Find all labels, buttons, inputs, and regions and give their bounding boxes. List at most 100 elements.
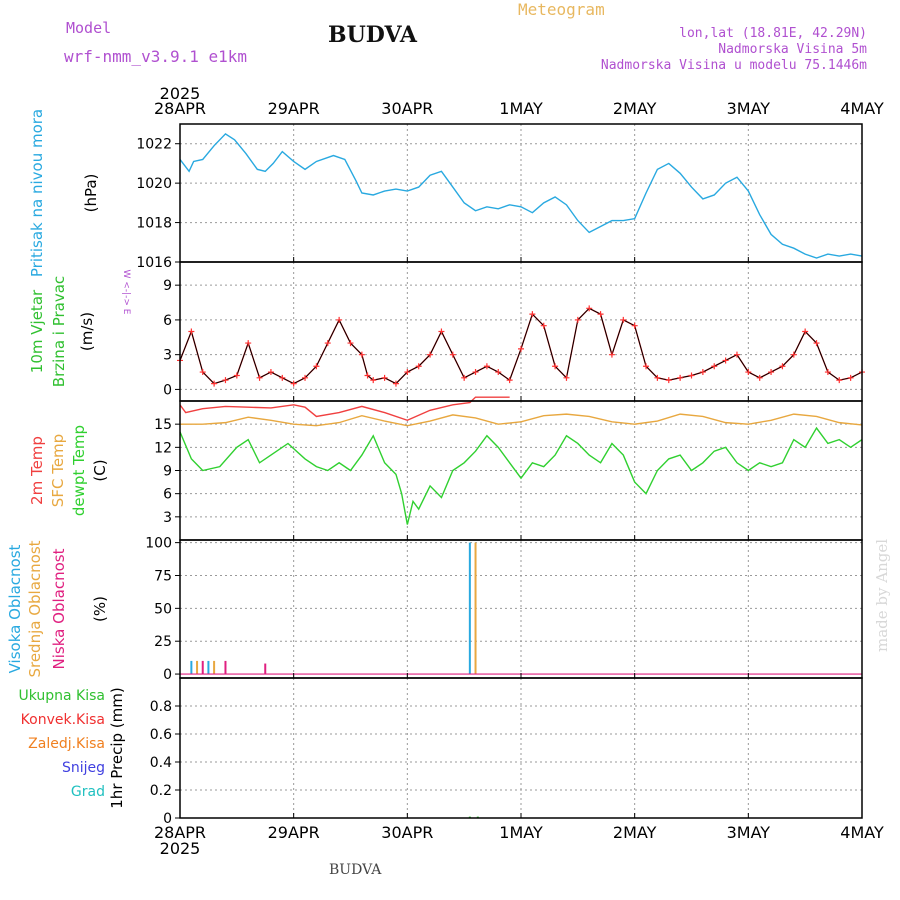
temperature-series-1 <box>180 413 863 427</box>
wind-speed-marker <box>438 328 445 335</box>
wind-speed-marker <box>199 369 206 376</box>
cloud-ytick-label: 0 <box>163 667 172 683</box>
wind-speed-marker <box>381 374 388 381</box>
text-layer: 1016 1018 1020 1022 Pritisak na nivou mora (h… <box>6 84 884 858</box>
wind-compass: W <-|-> E <box>121 270 131 315</box>
cloud-bar <box>213 660 216 675</box>
x-axis-bottom-label: 4MAY <box>840 823 884 842</box>
wind-speed-marker <box>608 351 615 358</box>
temperature-ylabel: SFC Temp <box>49 434 67 507</box>
wind-ylabel: 10m Vjetar <box>28 289 46 373</box>
wind-speed-marker <box>745 369 752 376</box>
precip-ytick-label: 0.4 <box>150 755 172 771</box>
precip-legend-item: Konvek.Kisa <box>21 712 105 728</box>
x-axis-top-label: 2MAY <box>613 99 657 118</box>
wind-speed-marker <box>233 372 240 379</box>
precip-legend-item: Zaledj.Kisa <box>28 736 105 752</box>
cloud-ytick-label: 100 <box>145 536 172 552</box>
wind-speed-marker <box>802 328 809 335</box>
wind-speed-marker <box>824 369 831 376</box>
altitude-label: Nadmorska Visina 5m <box>718 42 867 57</box>
wind-speed-marker <box>529 311 536 318</box>
wind-speed-marker <box>631 322 638 329</box>
precip-ytick-label: 0 <box>163 811 172 827</box>
wind-speed-marker <box>495 369 502 376</box>
cloud-ylabel: Niska Oblacnost <box>50 548 68 669</box>
wind-speed-marker <box>364 372 371 379</box>
temperature-ylabel: (C) <box>91 459 109 481</box>
pressure-ylabel: (hPa) <box>82 174 100 213</box>
cloud-ytick-label: 25 <box>154 634 172 650</box>
wind-speed-marker <box>404 369 411 376</box>
cloud-ytick-label: 75 <box>154 568 172 584</box>
wind-speed-marker <box>643 363 650 370</box>
wind-speed-marker <box>472 369 479 376</box>
wind-ytick-label: 9 <box>163 278 172 294</box>
wind-ylabel: (m/s) <box>78 312 96 351</box>
wind-speed-marker <box>290 380 297 387</box>
x-axis-bottom-label: 28APR <box>154 823 206 842</box>
precip-legend-item: Snijeg <box>62 760 105 776</box>
temperature-series-0 <box>179 396 510 422</box>
temperature-ytick-label: 15 <box>154 417 172 433</box>
wind-speed-marker <box>211 380 218 387</box>
wind-speed-marker <box>449 351 456 358</box>
cloud-bar <box>224 660 227 675</box>
precip-ytick-label: 0.2 <box>150 783 172 799</box>
cloud-bar <box>468 542 471 675</box>
cloud-bar <box>190 660 193 675</box>
footer-location: BUDVA <box>329 862 382 878</box>
wind-speed-marker <box>279 374 286 381</box>
pressure-ytick-label: 1016 <box>136 255 172 271</box>
precip-ytick-label: 0.8 <box>150 699 172 715</box>
year-top-label: 2025 <box>160 84 201 103</box>
cloud-ylabel: (%) <box>91 596 109 622</box>
temperature-ylabel: 2m Temp <box>28 436 46 505</box>
wind-speed-marker <box>574 316 581 323</box>
wind-speed-marker <box>302 374 309 381</box>
cloud-ylabel: Srednja Oblacnost <box>26 540 44 677</box>
wind-speed-marker <box>756 374 763 381</box>
x-axis-top-label: 29APR <box>268 99 320 118</box>
wind-speed-marker <box>267 369 274 376</box>
model-name: wrf-nmm_v3.9.1 e1km <box>64 47 248 66</box>
wind-speed-marker <box>847 374 854 381</box>
temperature-series-2 <box>179 426 863 525</box>
wind-speed-marker <box>518 345 524 352</box>
x-axis-bottom-label: 2MAY <box>613 823 657 842</box>
x-axis-top-label: 3MAY <box>727 99 771 118</box>
wind-speed-marker <box>699 369 706 376</box>
wind-speed-marker <box>427 351 434 358</box>
wind-speed-marker <box>245 340 252 347</box>
wind-speed-marker <box>768 369 775 376</box>
pressure-ytick-label: 1020 <box>136 176 172 192</box>
wind-speed-marker <box>779 363 786 370</box>
wind-speed-marker <box>677 374 684 381</box>
data-layer <box>177 132 865 818</box>
wind-speed-marker <box>483 363 490 370</box>
precip-ylabel: 1hr Precip (mm) <box>108 687 126 808</box>
wind-speed-marker <box>563 374 570 381</box>
pressure-series-0 <box>179 132 863 259</box>
wind-speed-black-line <box>179 307 863 385</box>
cloud-bar <box>196 660 199 675</box>
wind-speed-marker <box>722 357 729 364</box>
wind-speed-marker <box>654 374 661 381</box>
precip-legend-item: Grad <box>71 784 105 800</box>
wind-speed-marker <box>313 363 320 370</box>
temperature-ytick-label: 3 <box>163 510 172 526</box>
x-axis-top-label: 28APR <box>154 99 206 118</box>
x-axis-bottom-label: 30APR <box>381 823 433 842</box>
x-axis-bottom-label: 1MAY <box>499 823 543 842</box>
x-axis-top-label: 4MAY <box>840 99 884 118</box>
wind-speed-marker <box>688 372 695 379</box>
precip-legend-item: Ukupna Kisa <box>18 688 105 704</box>
wind-speed-marker <box>836 377 843 384</box>
wind-speed-marker <box>506 377 513 384</box>
x-axis-top-label: 30APR <box>381 99 433 118</box>
model-altitude-label: Nadmorska Visina u modelu 75.1446m <box>600 58 867 73</box>
temperature-ylabel: dewpt Temp <box>70 425 88 516</box>
pressure-ytick-label: 1018 <box>136 216 172 232</box>
wind-speed-marker <box>461 374 468 381</box>
wind-speed-marker <box>665 377 672 384</box>
